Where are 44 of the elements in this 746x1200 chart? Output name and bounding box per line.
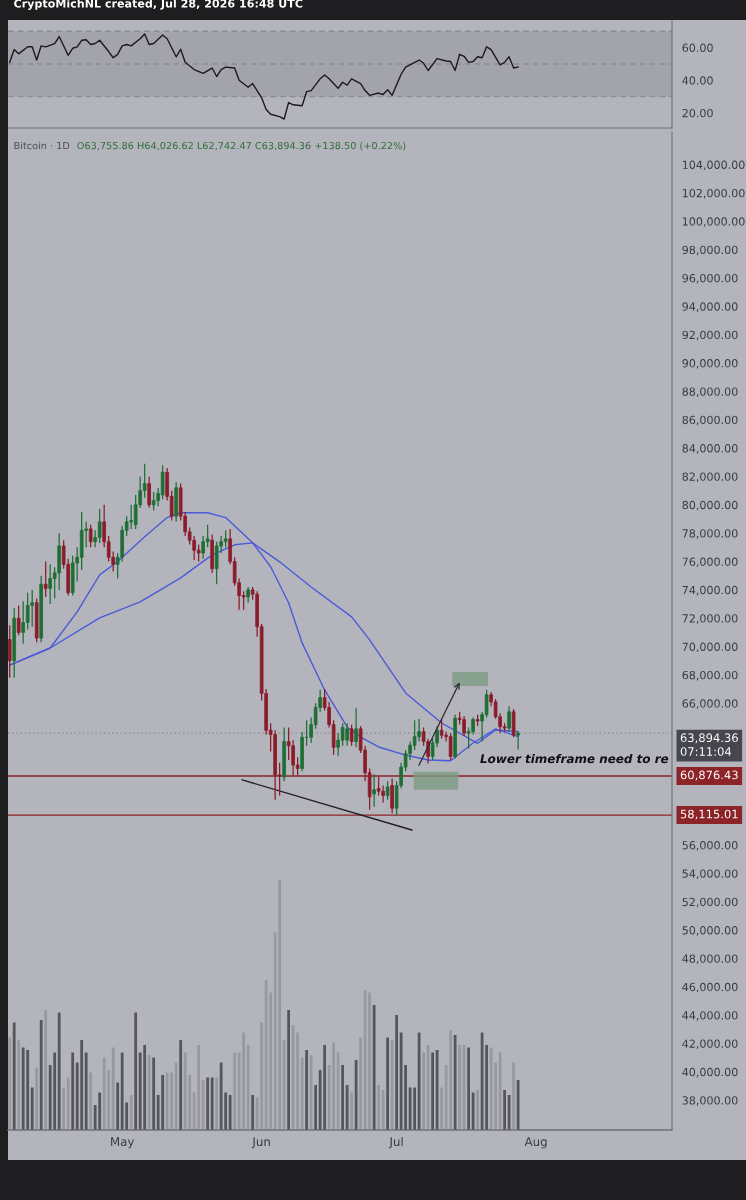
y-tick-label: 40,000.00 [682,1067,738,1078]
y-tick-label: 20.00 [682,108,713,118]
y-tick-label: 94,000.00 [682,302,738,312]
annotation: O63,755.86 H64,026.62 L62,742.47 C63,894.36 +138.50 (+0.22%) [77,141,406,151]
y-tick-label: 50,000.00 [682,926,738,936]
y-tick-label: 96,000.00 [682,273,738,284]
y-tick-label: 66,000.00 [682,699,738,709]
ref-line-label: 60,876.43 [680,770,738,781]
y-tick-label: 60.00 [682,43,713,53]
y-tick-label: 100,000.00 [682,217,745,227]
y-tick-label: 44,000.00 [682,1011,738,1021]
y-tick-label: 88,000.00 [682,387,738,397]
x-tick-label: Jun [251,1137,270,1149]
ref-line-label: 58,115.01 [680,809,738,820]
y-tick-label: 92,000.00 [682,330,738,341]
x-tick-label: May [111,1137,135,1149]
y-tick-label: 78,000.00 [682,529,738,539]
y-tick-label: 68,000.00 [682,670,738,681]
y-tick-label: 72,000.00 [682,614,738,624]
y-tick-label: 90,000.00 [682,359,738,369]
y-tick-label: 76,000.00 [682,557,738,568]
y-tick-label: 86,000.00 [682,415,738,426]
y-tick-label: 46,000.00 [682,982,738,993]
y-tick-label: 42,000.00 [682,1039,738,1050]
y-tick-label: 38,000.00 [682,1096,738,1106]
y-tick-label: 84,000.00 [682,444,738,454]
y-tick-label: 104,000.00 [682,160,745,171]
y-tick-label: 70,000.00 [682,642,738,653]
y-tick-label: 74,000.00 [682,585,738,596]
y-tick-label: 82,000.00 [682,472,738,482]
x-tick-label: Aug [524,1137,547,1149]
x-tick-label: Jul [388,1136,403,1149]
y-tick-label: 56,000.00 [682,841,738,851]
y-tick-label: 48,000.00 [682,954,738,964]
y-tick-label: 98,000.00 [682,245,738,256]
text: Bitcoin · 1D [14,141,70,150]
chart-title: CryptoMichNL created, Jul 28, 2026 16:48 UTC [14,0,303,10]
y-tick-label: 80,000.00 [682,500,738,511]
y-tick-label: 54,000.00 [682,869,738,879]
y-tick-label: 52,000.00 [682,897,738,908]
y-tick-label: 40.00 [682,76,713,85]
y-tick-label: 102,000.00 [682,188,745,199]
ref-line-label: 63,894.36 07:11:04 [680,733,738,756]
annotation: Lower timeframe need to re [480,753,669,764]
